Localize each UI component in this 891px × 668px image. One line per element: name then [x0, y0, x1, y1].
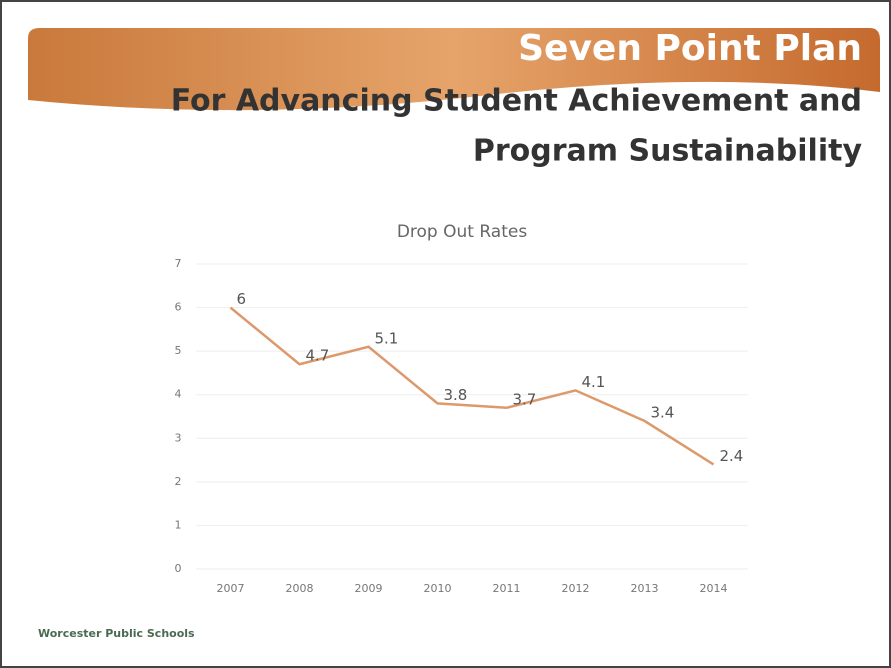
data-label: 3.4 [651, 403, 675, 421]
x-tick-label: 2010 [424, 582, 452, 595]
y-tick-label: 0 [175, 562, 182, 575]
slide-subtitle: For Advancing Student Achievement and [171, 84, 862, 119]
data-line [229, 306, 715, 466]
y-tick-label: 3 [175, 431, 182, 444]
data-label: 2.4 [720, 447, 744, 465]
x-tick-label: 2011 [493, 582, 521, 595]
data-label: 5.1 [375, 329, 399, 347]
y-tick-label: 7 [175, 257, 182, 270]
x-tick-label: 2012 [562, 582, 590, 595]
x-tick-label: 2014 [700, 582, 728, 595]
data-label: 3.7 [513, 390, 537, 408]
y-tick-label: 5 [175, 344, 182, 357]
y-tick-label: 1 [175, 518, 182, 531]
data-label: 4.7 [306, 347, 330, 365]
x-tick-label: 2008 [286, 582, 314, 595]
data-label: 6 [237, 290, 247, 308]
x-tick-label: 2007 [217, 582, 245, 595]
chart-title: Drop Out Rates [397, 222, 528, 242]
x-tick-label: 2009 [355, 582, 383, 595]
banner [28, 28, 880, 111]
slide-title: Seven Point Plan [518, 28, 862, 69]
x-tick-label: 2013 [631, 582, 659, 595]
slide-subtitle: Program Sustainability [473, 134, 863, 169]
footer: Worcester Public Schools [38, 627, 195, 640]
y-tick-label: 4 [175, 388, 182, 401]
data-label: 4.1 [582, 373, 606, 391]
y-tick-label: 2 [175, 475, 182, 488]
data-label: 3.8 [444, 386, 468, 404]
y-tick-label: 6 [175, 301, 182, 314]
